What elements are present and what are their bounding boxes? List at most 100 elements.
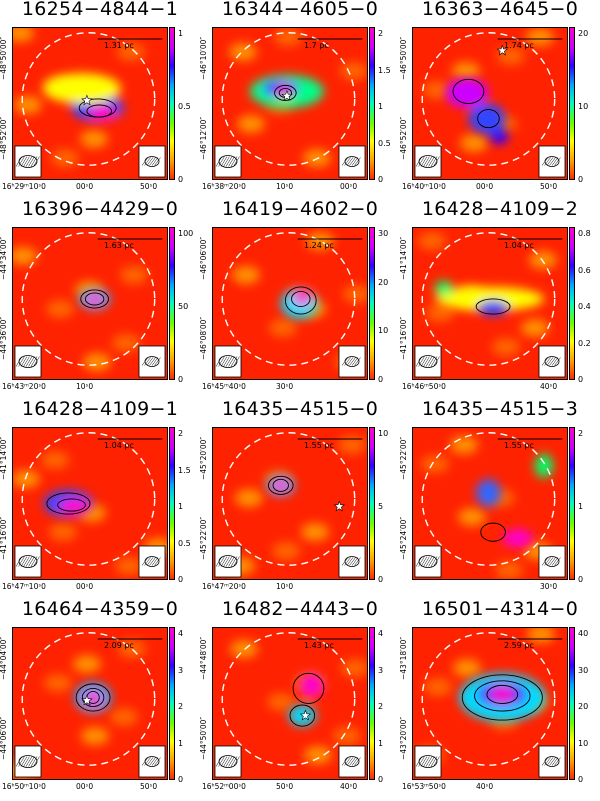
x-tick-label: 40ˢ0: [340, 782, 358, 791]
x-tick-label: 16ʰ47ᵐ10ˢ0: [2, 582, 46, 591]
colorbar-tick: 20: [378, 277, 389, 287]
colorbar-tick: 2: [178, 429, 184, 438]
colorbar-tick: 50: [178, 302, 189, 311]
colorbar-tick: 100: [178, 229, 194, 238]
x-tick-label: 00ˢ0: [76, 582, 94, 591]
y-tick-label: −48°50′00″: [0, 36, 8, 80]
intensity-map: [412, 627, 568, 780]
colorbar-tick: 4: [378, 629, 384, 638]
colorbar-tick: 0: [578, 775, 584, 784]
panel-title: 16428−4109−1: [21, 398, 179, 420]
emission-blob: [43, 73, 121, 104]
map-panel: 16254−4844−1 1.31 pc 1 0.5 0 −48°50′00″ −48°52…: [0, 0, 200, 200]
y-tick-label: −46°06′00″: [199, 236, 208, 280]
scale-label: 1.31 pc: [104, 41, 134, 50]
colorbar: [369, 427, 375, 580]
field-circle: [21, 232, 156, 366]
y-tick-label: −46°12′00″: [199, 116, 208, 160]
colorbar: [569, 27, 575, 180]
colorbar-tick: 0: [378, 175, 384, 184]
colorbar-tick: 0: [378, 375, 384, 384]
emission-blob: [88, 105, 117, 121]
y-tick-label: −46°52′00″: [399, 116, 408, 160]
x-tick-label: 50ˢ0: [140, 182, 158, 191]
intensity-map: [12, 227, 168, 380]
colorbar: [369, 627, 375, 780]
scale-label: 1.74 pc: [504, 41, 534, 50]
field-circle: [421, 432, 556, 566]
x-tick-label: 16ʰ46ᵐ50ˢ0: [402, 382, 446, 391]
scale-label: 1.63 pc: [104, 241, 134, 250]
x-tick-label: 00ˢ0: [476, 182, 494, 191]
colorbar-tick: 0: [178, 375, 184, 384]
y-tick-label: −46°08′00″: [199, 316, 208, 360]
scale-label: 1.55 pc: [304, 441, 334, 450]
contour: [267, 475, 294, 495]
contour: [452, 78, 485, 104]
emission-blob: [445, 77, 489, 109]
y-tick-label: −43°18′00″: [399, 636, 408, 680]
y-tick-label: −45°24′00″: [399, 516, 408, 560]
colorbar-tick: 3: [378, 665, 384, 675]
panel-title: 16419−4602−0: [221, 198, 379, 220]
y-tick-label: −41°14′00″: [399, 236, 408, 280]
star-marker: [81, 94, 93, 106]
scale-label: 1.55 pc: [504, 441, 534, 450]
panel-title: 16464−4359−0: [21, 598, 179, 620]
colorbar-tick: 4: [178, 629, 184, 638]
colorbar: [169, 227, 175, 380]
y-tick-label: −46°10′00″: [199, 36, 208, 80]
map-panel: 16344−4605−0 1.7 pc 2 1.5 1 0.5 0 −46°10′00″ −46…: [199, 0, 400, 200]
scale-label: 1.24 pc: [304, 241, 334, 250]
map-panel: 16482−4443−0 1.43 pc 4 3 2 1 0 −44°48′00″ −44°50…: [199, 598, 400, 800]
scale-label: 1.04 pc: [104, 441, 134, 450]
contour: [80, 289, 109, 309]
panel-title: 16254−4844−1: [21, 0, 179, 20]
colorbar-tick: 1: [378, 102, 384, 111]
colorbar-tick: 2: [578, 429, 584, 438]
contour: [86, 104, 113, 118]
contour: [474, 680, 531, 712]
map-panel: 16464−4359−0 2.09 pc 4 3 2 1 0 −44°04′00″ −44°06…: [0, 598, 200, 800]
x-tick-label: 40ˢ0: [540, 382, 558, 391]
star-marker: [81, 694, 93, 706]
contour: [461, 674, 543, 721]
colorbar-tick: 2: [178, 702, 184, 711]
panel-title: 16428−4109−2: [421, 198, 579, 220]
contour: [274, 84, 297, 101]
colorbar-tick: 20: [578, 29, 589, 38]
x-tick-label: 16ʰ43ᵐ20ˢ0: [2, 382, 46, 391]
panel-title: 16344−4605−0: [221, 0, 379, 20]
colorbar-tick: 0.5: [378, 138, 391, 148]
colorbar-tick: 0.5: [178, 102, 191, 111]
emission-blob: [490, 686, 515, 702]
intensity-map: [12, 427, 168, 580]
panel-title: 16435−4515−0: [221, 398, 379, 420]
colorbar-tick: 0: [578, 175, 584, 184]
field-circle: [21, 432, 156, 566]
map-panel: 16419−4602−0 1.24 pc 30 20 10 0 −46°06′00″ −46°…: [199, 198, 400, 400]
intensity-map: [212, 427, 368, 580]
x-tick-label: 50ˢ0: [540, 182, 558, 191]
panel-title: 16396−4429−0: [21, 198, 179, 220]
contour: [480, 522, 506, 542]
colorbar-tick: 5: [378, 502, 384, 511]
colorbar-tick: 30: [578, 665, 589, 675]
x-tick-label: 00ˢ0: [76, 182, 94, 191]
colorbar-tick: 0.8: [578, 229, 591, 238]
star-marker: [496, 44, 509, 56]
field-circle: [21, 32, 156, 166]
emission-blob: [468, 103, 506, 134]
y-tick-label: −41°14′00″: [0, 436, 8, 480]
colorbar-tick: 10: [378, 429, 389, 438]
x-tick-label: 50ˢ0: [140, 782, 158, 791]
y-tick-label: −45°20′00″: [199, 436, 208, 480]
emission-blob: [86, 292, 103, 306]
x-tick-label: 16ʰ38ᵐ20ˢ0: [202, 182, 246, 191]
colorbar: [169, 27, 175, 180]
colorbar-tick: 0: [378, 775, 384, 784]
map-panel: 16435−4515−3 1.55 pc 2 1 0 −45°22′00″ −45°24′0…: [399, 398, 600, 600]
intensity-map: [212, 27, 368, 180]
y-tick-label: −44°48′00″: [199, 636, 208, 680]
colorbar-tick: 20: [578, 702, 589, 711]
